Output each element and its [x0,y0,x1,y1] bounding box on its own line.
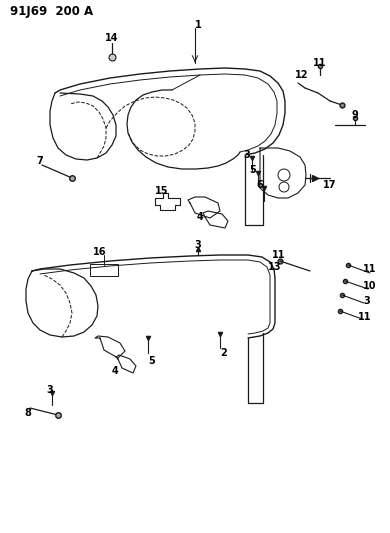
Text: 3: 3 [195,240,201,250]
Text: 11: 11 [358,312,372,322]
Text: 3: 3 [47,385,53,395]
Text: 16: 16 [93,247,107,257]
Text: 1: 1 [195,20,201,30]
Text: 6: 6 [257,180,263,190]
Text: 11: 11 [313,58,327,68]
Text: 8: 8 [25,408,32,418]
Text: 5: 5 [250,165,256,175]
Text: 2: 2 [221,348,227,358]
Text: 5: 5 [149,356,155,366]
Text: 3: 3 [244,150,250,160]
Text: 4: 4 [112,366,119,376]
Bar [90,264,118,276]
Text: 7: 7 [37,156,43,166]
Text: 15: 15 [155,186,169,196]
Text: 17: 17 [323,180,337,190]
Text: 12: 12 [295,70,309,80]
Text: 14: 14 [105,33,119,43]
Text: 13: 13 [268,262,282,272]
Text: 11: 11 [363,264,377,274]
Text: 11: 11 [272,250,286,260]
Text: 91J69  200 A: 91J69 200 A [10,4,93,18]
Text: 10: 10 [363,281,377,291]
Text: 3: 3 [363,296,370,306]
Text: 9: 9 [352,110,358,120]
Text: 4: 4 [197,212,203,222]
